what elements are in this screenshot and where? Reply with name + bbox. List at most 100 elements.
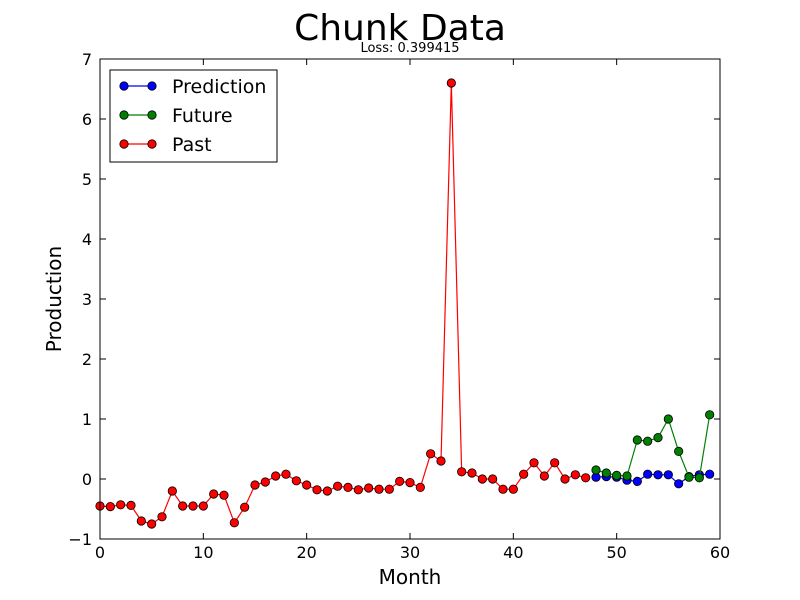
y-tick-label: 6 xyxy=(82,110,92,129)
legend-marker-future xyxy=(147,110,157,120)
legend: Prediction Future Past xyxy=(109,69,278,163)
series-future xyxy=(591,410,715,483)
data-point-future xyxy=(674,446,684,456)
legend-item-past: Past xyxy=(119,134,212,156)
data-point-future xyxy=(601,468,611,478)
legend-item-future: Future xyxy=(119,105,233,127)
y-tick-label: 7 xyxy=(82,50,92,69)
legend-marker-prediction xyxy=(119,81,129,91)
y-tick-label: 1 xyxy=(82,410,92,429)
data-point-past xyxy=(209,489,219,499)
data-point-past xyxy=(178,501,188,511)
data-point-past xyxy=(446,78,456,88)
y-tick-label: 5 xyxy=(82,170,92,189)
data-point-past xyxy=(570,470,580,480)
data-point-past xyxy=(405,477,415,488)
data-point-past xyxy=(281,469,291,479)
data-point-past xyxy=(136,516,146,526)
data-point-past xyxy=(384,484,394,494)
data-point-future xyxy=(694,473,704,483)
data-point-future xyxy=(684,472,694,482)
data-point-past xyxy=(105,501,115,512)
data-point-future xyxy=(622,471,632,481)
x-tick-label: 40 xyxy=(503,543,523,562)
data-point-past xyxy=(477,474,487,484)
data-point-past xyxy=(539,471,549,481)
legend-box xyxy=(109,69,278,163)
data-point-past xyxy=(260,477,270,487)
data-point-past xyxy=(364,483,374,493)
plot-area-frame xyxy=(99,58,721,540)
data-point-past xyxy=(302,480,312,490)
x-tick-label: 0 xyxy=(95,543,105,562)
series-past xyxy=(95,78,591,529)
y-tick-label: 0 xyxy=(82,470,92,489)
data-point-past xyxy=(550,458,560,468)
data-point-past xyxy=(271,471,281,481)
data-point-past xyxy=(198,501,208,511)
data-point-past xyxy=(240,502,250,512)
plot-series xyxy=(95,78,715,529)
data-point-past xyxy=(581,473,591,483)
legend-marker-future xyxy=(119,110,129,120)
data-point-future xyxy=(632,435,642,445)
data-point-past xyxy=(457,467,467,477)
data-point-past xyxy=(188,501,198,511)
legend-label-past: Past xyxy=(172,134,212,156)
data-point-past xyxy=(343,482,353,492)
legend-label-prediction: Prediction xyxy=(172,76,266,98)
chart-subtitle: Loss: 0.399415 xyxy=(360,41,459,56)
data-point-prediction xyxy=(632,476,642,486)
data-point-past xyxy=(126,500,136,510)
data-point-past xyxy=(498,484,508,494)
data-point-past xyxy=(219,490,229,500)
data-point-future xyxy=(643,436,653,446)
data-point-future xyxy=(612,470,622,480)
data-point-past xyxy=(229,518,239,528)
data-point-past xyxy=(560,474,570,484)
data-point-past xyxy=(374,484,384,494)
data-point-past xyxy=(333,481,343,491)
data-point-past xyxy=(395,476,405,486)
data-point-past xyxy=(519,469,529,479)
y-tick-label: 2 xyxy=(82,350,92,369)
data-point-past xyxy=(291,476,301,486)
x-tick-label: 60 xyxy=(710,543,730,562)
data-point-past xyxy=(322,486,332,496)
x-tick-label: 50 xyxy=(606,543,626,562)
data-point-past xyxy=(436,456,446,466)
data-point-past xyxy=(116,500,126,510)
data-point-past xyxy=(157,512,167,522)
y-axis-ticks: −1 0 1 2 3 4 5 6 7 xyxy=(68,50,720,549)
data-point-past xyxy=(488,474,498,484)
data-point-prediction xyxy=(653,470,663,480)
legend-item-prediction: Prediction xyxy=(119,76,266,98)
legend-marker-past xyxy=(147,139,157,149)
data-point-future xyxy=(663,414,673,424)
data-point-past xyxy=(312,485,322,495)
legend-marker-prediction xyxy=(147,81,157,91)
data-point-prediction xyxy=(663,470,673,480)
x-tick-label: 10 xyxy=(193,543,213,562)
x-axis-ticks: 0 10 20 30 40 50 60 xyxy=(95,59,730,562)
x-tick-label: 30 xyxy=(400,543,420,562)
y-tick-label: 4 xyxy=(82,230,92,249)
data-point-past xyxy=(167,486,177,496)
data-point-past xyxy=(250,480,260,490)
data-point-past xyxy=(467,468,477,478)
data-point-prediction xyxy=(674,479,684,489)
chart-title: Chunk Data xyxy=(294,8,506,49)
x-tick-label: 20 xyxy=(296,543,316,562)
data-point-past xyxy=(426,449,436,459)
legend-label-future: Future xyxy=(172,105,233,127)
legend-marker-past xyxy=(119,139,129,149)
data-point-past xyxy=(529,458,539,468)
data-point-prediction xyxy=(705,469,715,479)
data-point-future xyxy=(705,410,715,420)
data-point-future xyxy=(653,432,663,443)
data-point-prediction xyxy=(643,469,653,479)
y-tick-label: 3 xyxy=(82,290,92,309)
data-point-past xyxy=(147,519,157,529)
y-axis-label: Production xyxy=(42,246,66,352)
